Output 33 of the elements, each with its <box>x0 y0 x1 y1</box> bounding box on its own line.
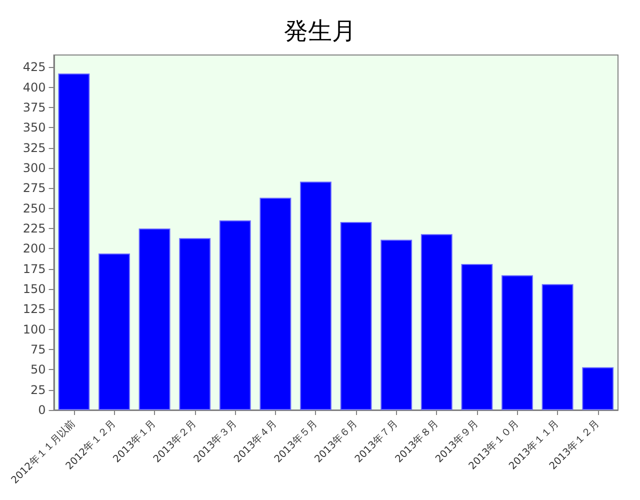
y-tick-label: 200 <box>22 242 46 256</box>
bar <box>420 234 452 410</box>
y-tick-label: 50 <box>30 362 46 377</box>
y-tick-label: 75 <box>30 342 46 356</box>
y-tick-label: 275 <box>22 181 46 196</box>
y-tick-label: 150 <box>22 282 46 296</box>
bar <box>260 198 292 410</box>
bar <box>219 220 251 410</box>
y-tick-label: 25 <box>30 382 46 397</box>
y-tick-label: 100 <box>22 322 46 336</box>
bar <box>179 238 211 410</box>
bar <box>138 228 170 410</box>
bar <box>380 240 412 410</box>
bar <box>300 182 332 410</box>
y-tick-label: 125 <box>22 302 46 316</box>
bar <box>461 264 493 410</box>
y-tick-label: 250 <box>22 201 46 216</box>
bar <box>502 275 533 410</box>
bar <box>98 253 130 410</box>
y-tick-label: 0 <box>38 403 46 417</box>
y-tick-label: 225 <box>22 221 46 236</box>
bar <box>542 284 574 410</box>
chart-title: 発生月 <box>284 17 356 45</box>
y-tick-label: 350 <box>22 120 46 135</box>
y-tick-label: 325 <box>22 140 46 155</box>
y-tick-label: 425 <box>22 60 46 74</box>
y-tick-label: 175 <box>22 262 46 276</box>
y-tick-label: 375 <box>22 100 46 114</box>
y-tick-label: 300 <box>22 160 46 175</box>
bar <box>582 367 614 410</box>
bar <box>340 222 372 410</box>
y-tick-label: 400 <box>22 80 46 94</box>
bar <box>58 74 90 410</box>
